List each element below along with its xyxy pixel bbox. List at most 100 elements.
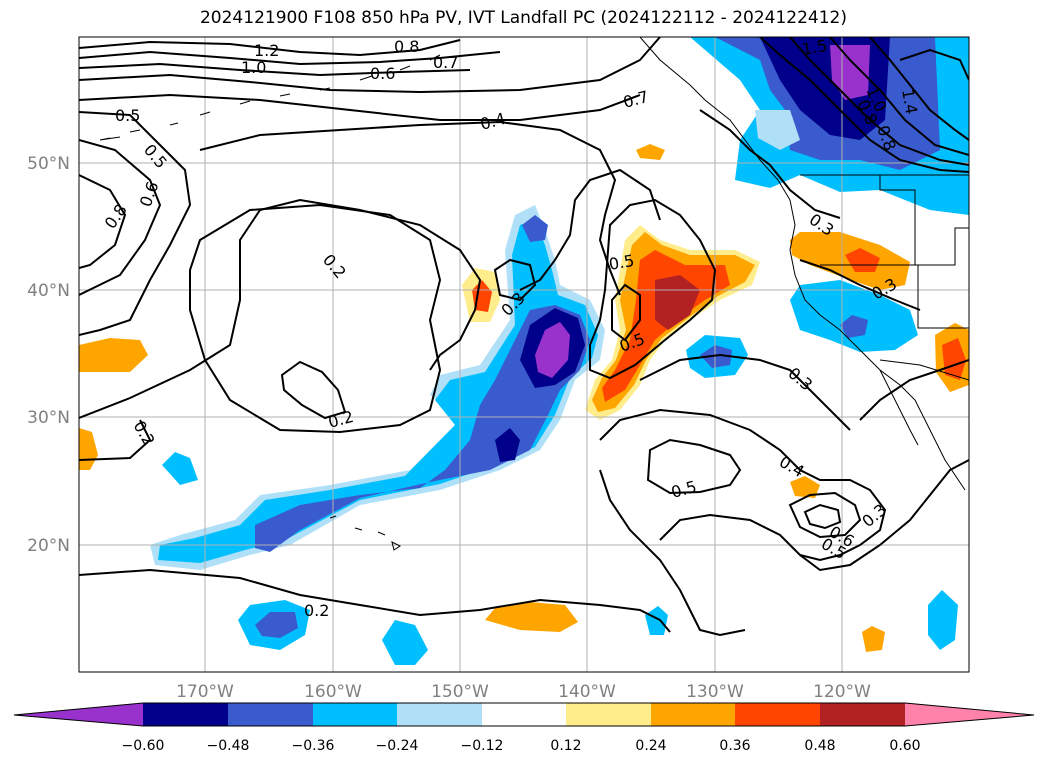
shade-negative-northeast-max <box>830 45 870 100</box>
colorbar-segment <box>820 703 905 726</box>
colorbar-outline <box>13 702 1035 727</box>
contour-0.3-east <box>639 353 851 431</box>
shade-negative-band-deep <box>255 305 590 552</box>
shade-negative-dot <box>495 428 520 462</box>
contour-0.5-west <box>79 111 192 336</box>
contour-label: 0.6 <box>370 64 395 83</box>
contour-high-ne-5 <box>899 48 969 81</box>
contour-label: 0.8 <box>394 37 419 56</box>
border-states-2 <box>820 227 969 266</box>
contour-high-nw-4 <box>79 37 661 94</box>
shade-positive-small-far-se <box>862 626 885 652</box>
shade-positive-small-n <box>636 144 665 160</box>
contour-label: 0.7 <box>433 53 458 72</box>
contour-high-nw-2 <box>79 50 501 66</box>
lon-label: 160°W <box>304 682 362 702</box>
contour-label: 0.5 <box>669 477 699 502</box>
colorbar-tick-label: 0.24 <box>635 738 666 754</box>
shade-negative-north-tip <box>522 215 548 242</box>
colorbar-extend-low <box>14 703 143 726</box>
colorbar-segment <box>143 703 228 726</box>
contour-0.3-far-east <box>859 359 969 421</box>
contour-high-nw-5 <box>79 93 641 121</box>
coastlines <box>99 37 969 551</box>
longitude-labels: 170°W 160°W 150°W 140°W 130°W 120°W <box>176 682 871 702</box>
contour-high-ne-4 <box>869 37 969 141</box>
contour-0.4-north <box>199 120 621 296</box>
contour-high-nw-1 <box>79 39 461 57</box>
shade-positive-central-max <box>655 275 700 330</box>
lat-label: 30°N <box>27 408 70 428</box>
contour-label: 1.5 <box>800 36 828 59</box>
colorbar-extend-high <box>905 703 1034 726</box>
shade-negative-small-5-core <box>840 315 868 338</box>
contour-label: 1.4 <box>898 87 921 115</box>
contour-0.3-california <box>799 259 921 311</box>
lon-label: 140°W <box>558 682 616 702</box>
colorbar-tick-label: −0.24 <box>376 738 419 754</box>
colorbar-tick-label: 0.48 <box>804 738 835 754</box>
colorbar-segment <box>566 703 651 726</box>
lat-label: 40°N <box>27 281 70 301</box>
contour-0.5-ne-edge <box>699 109 841 219</box>
contour-label: 0.2 <box>319 250 350 282</box>
colorbar-tick-label: −0.48 <box>207 738 250 754</box>
map-frame <box>78 36 970 673</box>
contour-label: 0.5 <box>140 140 171 172</box>
shade-negative-small-2 <box>382 620 428 665</box>
colorbar-segment <box>313 703 397 726</box>
lon-label: 170°W <box>176 682 234 702</box>
shade-negative-small-6 <box>928 590 958 650</box>
contour-label: 0.6 <box>136 179 163 209</box>
colorbar-tick-label: 0.36 <box>719 738 750 754</box>
lon-label: 130°W <box>686 682 744 702</box>
lon-label: 150°W <box>431 682 489 702</box>
shade-negative-canada <box>755 110 800 150</box>
contour-label: 1.2 <box>254 41 279 60</box>
contour-label: 0.2 <box>304 601 329 620</box>
lon-label: 120°W <box>813 682 871 702</box>
shade-negative-band-max <box>535 322 570 378</box>
shade-positive-left-edge <box>79 338 148 372</box>
contour-0.2-south <box>79 568 671 633</box>
border-states-3 <box>917 265 969 329</box>
contour-0.3-central <box>519 168 661 291</box>
shade-positive-left-edge-2 <box>79 428 98 470</box>
shade-positive-small-se <box>790 476 820 498</box>
contour-0.4-south-loop <box>599 469 746 637</box>
contour-label: 0.5 <box>607 251 635 274</box>
shade-positive-east-core <box>942 338 966 380</box>
contour-0.2-south-2 <box>79 419 152 461</box>
coastline-baja <box>879 369 919 446</box>
hawaii-islands <box>329 515 401 551</box>
contour-0.2-ring <box>189 203 442 434</box>
colorbar-segment <box>228 703 313 726</box>
contour-high-ne-2 <box>789 37 969 166</box>
contour-label: 0.4 <box>776 452 808 481</box>
colorbar-tick-label: −0.36 <box>292 738 335 754</box>
pv-shading <box>79 37 969 665</box>
colorbar-tick-label: 0.60 <box>889 738 920 754</box>
ivt-contours <box>79 37 969 637</box>
colorbar-segment <box>735 703 820 726</box>
contour-0.5-ring <box>589 198 717 380</box>
colorbar-tick-label: −0.60 <box>122 738 165 754</box>
contour-0.6-se <box>788 491 862 539</box>
contour-label: 0.3 <box>858 500 890 531</box>
border-us-mexico <box>879 359 969 381</box>
shade-negative-small-3 <box>162 452 198 485</box>
contour-label: 1.0 <box>241 58 266 77</box>
contour-0.5-se <box>646 438 742 495</box>
graticule <box>79 37 969 672</box>
coastline-north-america <box>639 37 966 491</box>
colorbar-tick-label: 0.12 <box>550 738 581 754</box>
contour-high-nw-3 <box>79 62 471 77</box>
contour-label: 0.4 <box>478 109 508 134</box>
colorbar: −0.60 −0.48 −0.36 −0.24 −0.12 0.12 0.24 … <box>13 702 1035 754</box>
contour-0.6-west <box>79 139 162 296</box>
colorbar-segment <box>651 703 735 726</box>
contour-high-ne-1 <box>759 37 969 173</box>
shade-negative-small-7 <box>645 606 668 635</box>
contour-0.3-se-outer <box>659 459 969 572</box>
